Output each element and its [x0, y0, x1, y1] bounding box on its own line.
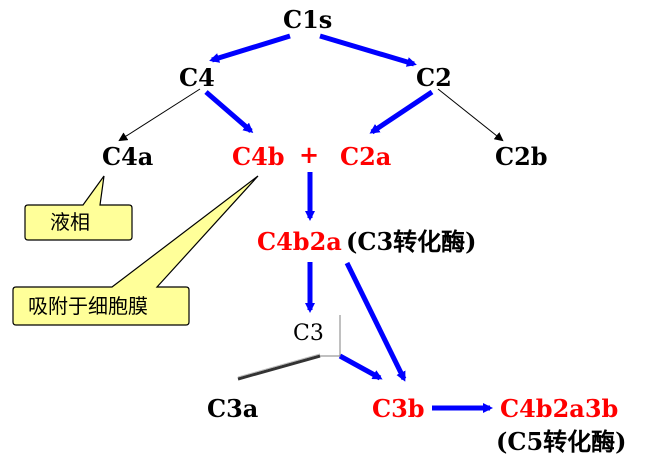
arrow-c1s-to-c2 [319, 33, 417, 67]
arrow-c1s-to-c4 [209, 33, 291, 63]
node-c4b2a: C4b2a [257, 227, 342, 256]
node-c4a: C4a [102, 142, 154, 171]
c3-cleavage-bracket [320, 315, 341, 357]
callout-liquid-phase-text: 液相 [50, 210, 90, 234]
node-c4b: C4b [232, 142, 285, 171]
c3-to-c3a-line [237, 354, 321, 381]
node-c4b2a3b: C4b2a3b [500, 394, 619, 423]
label-c3-convertase: (C3转化酶) [346, 227, 477, 256]
node-c2b: C2b [495, 142, 548, 171]
arrow-c2-to-c2b [437, 88, 504, 142]
label-c5-convertase: (C5转化酶) [496, 427, 627, 456]
plus-sign: + [299, 140, 320, 169]
arrow-c4b2a-to-c3b [344, 261, 407, 382]
node-c3a: C3a [207, 394, 259, 423]
callout-liquid-phase-bubble [24, 175, 133, 241]
arrow-c4-to-c4a [118, 88, 201, 142]
callout-membrane-bubble [12, 175, 259, 326]
node-c3b: C3b [372, 394, 425, 423]
arrow-c4-to-c4b [204, 90, 254, 133]
node-c3: C3 [293, 321, 324, 346]
c3-to-c3a-line-highlight [237, 353, 321, 378]
node-c2a: C2a [340, 142, 392, 171]
callout-membrane-text: 吸附于细胞膜 [28, 294, 148, 318]
node-c2: C2 [416, 63, 452, 92]
node-c1s: C1s [283, 5, 333, 34]
arrow-c2-to-c2a [369, 89, 434, 135]
arrow-c3-to-c3b [338, 353, 383, 381]
node-c4: C4 [179, 63, 215, 92]
